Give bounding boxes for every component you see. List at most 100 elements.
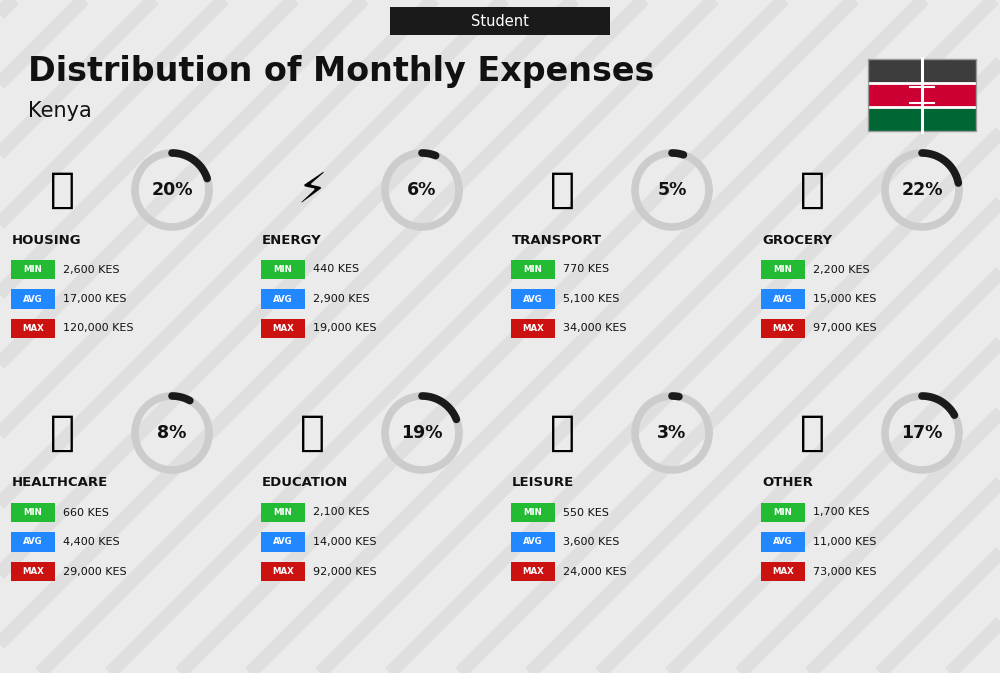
FancyBboxPatch shape <box>11 532 55 552</box>
FancyBboxPatch shape <box>761 260 805 279</box>
Text: Distribution of Monthly Expenses: Distribution of Monthly Expenses <box>28 55 654 87</box>
Text: 2,900 KES: 2,900 KES <box>313 294 370 304</box>
Text: HEALTHCARE: HEALTHCARE <box>12 476 108 489</box>
FancyBboxPatch shape <box>868 59 976 83</box>
FancyBboxPatch shape <box>261 503 305 522</box>
Text: 🏢: 🏢 <box>50 169 74 211</box>
Text: AVG: AVG <box>523 295 543 304</box>
FancyBboxPatch shape <box>761 289 805 308</box>
Text: AVG: AVG <box>523 538 543 546</box>
Text: 🚌: 🚌 <box>550 169 574 211</box>
FancyBboxPatch shape <box>390 7 610 35</box>
FancyBboxPatch shape <box>761 319 805 338</box>
FancyBboxPatch shape <box>511 562 555 581</box>
Text: 120,000 KES: 120,000 KES <box>63 324 134 334</box>
Text: 🛍: 🛍 <box>550 412 574 454</box>
FancyBboxPatch shape <box>261 289 305 308</box>
Text: ⚡: ⚡ <box>297 169 327 211</box>
FancyBboxPatch shape <box>11 289 55 308</box>
Text: 6%: 6% <box>407 181 437 199</box>
Text: MAX: MAX <box>772 567 794 576</box>
FancyBboxPatch shape <box>511 260 555 279</box>
FancyBboxPatch shape <box>868 83 976 107</box>
Text: 660 KES: 660 KES <box>63 507 109 518</box>
Text: 💰: 💰 <box>799 412 824 454</box>
Text: MAX: MAX <box>522 324 544 333</box>
Text: AVG: AVG <box>23 538 43 546</box>
Text: 17,000 KES: 17,000 KES <box>63 294 126 304</box>
Text: 17%: 17% <box>901 424 943 442</box>
Text: 15,000 KES: 15,000 KES <box>813 294 876 304</box>
FancyBboxPatch shape <box>11 562 55 581</box>
Text: TRANSPORT: TRANSPORT <box>512 234 602 246</box>
Text: 1,700 KES: 1,700 KES <box>813 507 870 518</box>
FancyBboxPatch shape <box>761 562 805 581</box>
Text: MIN: MIN <box>274 265 292 274</box>
Text: MIN: MIN <box>524 508 542 517</box>
Text: MIN: MIN <box>24 508 42 517</box>
Text: Kenya: Kenya <box>28 101 92 121</box>
FancyBboxPatch shape <box>761 503 805 522</box>
Text: 🛒: 🛒 <box>799 169 824 211</box>
FancyBboxPatch shape <box>511 289 555 308</box>
Text: 19%: 19% <box>401 424 443 442</box>
FancyBboxPatch shape <box>511 319 555 338</box>
Text: 92,000 KES: 92,000 KES <box>313 567 377 577</box>
Text: MIN: MIN <box>774 265 792 274</box>
Text: MAX: MAX <box>772 324 794 333</box>
Text: MIN: MIN <box>24 265 42 274</box>
Text: MIN: MIN <box>524 265 542 274</box>
Text: AVG: AVG <box>773 538 793 546</box>
Text: 19,000 KES: 19,000 KES <box>313 324 376 334</box>
FancyBboxPatch shape <box>11 503 55 522</box>
Text: Student: Student <box>471 13 529 28</box>
Text: MIN: MIN <box>274 508 292 517</box>
Text: ENERGY: ENERGY <box>262 234 322 246</box>
Text: AVG: AVG <box>273 295 293 304</box>
Text: 34,000 KES: 34,000 KES <box>563 324 626 334</box>
Text: MAX: MAX <box>22 324 44 333</box>
Text: GROCERY: GROCERY <box>762 234 832 246</box>
Text: HOUSING: HOUSING <box>12 234 82 246</box>
Text: 3%: 3% <box>657 424 687 442</box>
Text: 22%: 22% <box>901 181 943 199</box>
Text: MAX: MAX <box>22 567 44 576</box>
Text: 73,000 KES: 73,000 KES <box>813 567 877 577</box>
Text: LEISURE: LEISURE <box>512 476 574 489</box>
Text: AVG: AVG <box>23 295 43 304</box>
FancyBboxPatch shape <box>261 260 305 279</box>
Text: 440 KES: 440 KES <box>313 264 359 275</box>
Text: 29,000 KES: 29,000 KES <box>63 567 127 577</box>
Text: 550 KES: 550 KES <box>563 507 609 518</box>
Text: AVG: AVG <box>773 295 793 304</box>
Text: 5,100 KES: 5,100 KES <box>563 294 619 304</box>
FancyBboxPatch shape <box>511 532 555 552</box>
FancyBboxPatch shape <box>511 503 555 522</box>
Text: 20%: 20% <box>151 181 193 199</box>
Text: 2,100 KES: 2,100 KES <box>313 507 370 518</box>
Text: OTHER: OTHER <box>762 476 813 489</box>
Text: AVG: AVG <box>273 538 293 546</box>
Text: 3,600 KES: 3,600 KES <box>563 537 619 547</box>
Text: 97,000 KES: 97,000 KES <box>813 324 877 334</box>
Text: 5%: 5% <box>657 181 687 199</box>
FancyBboxPatch shape <box>261 532 305 552</box>
Text: 14,000 KES: 14,000 KES <box>313 537 376 547</box>
FancyBboxPatch shape <box>761 532 805 552</box>
Text: EDUCATION: EDUCATION <box>262 476 348 489</box>
Text: 2,600 KES: 2,600 KES <box>63 264 120 275</box>
Text: 💓: 💓 <box>50 412 74 454</box>
FancyBboxPatch shape <box>868 107 976 131</box>
FancyBboxPatch shape <box>11 260 55 279</box>
Text: 4,400 KES: 4,400 KES <box>63 537 120 547</box>
Text: 8%: 8% <box>157 424 187 442</box>
Text: MIN: MIN <box>774 508 792 517</box>
Text: 2,200 KES: 2,200 KES <box>813 264 870 275</box>
Text: MAX: MAX <box>272 567 294 576</box>
FancyBboxPatch shape <box>261 319 305 338</box>
Text: MAX: MAX <box>272 324 294 333</box>
Text: MAX: MAX <box>522 567 544 576</box>
Text: 11,000 KES: 11,000 KES <box>813 537 876 547</box>
Text: 24,000 KES: 24,000 KES <box>563 567 627 577</box>
Text: 770 KES: 770 KES <box>563 264 609 275</box>
